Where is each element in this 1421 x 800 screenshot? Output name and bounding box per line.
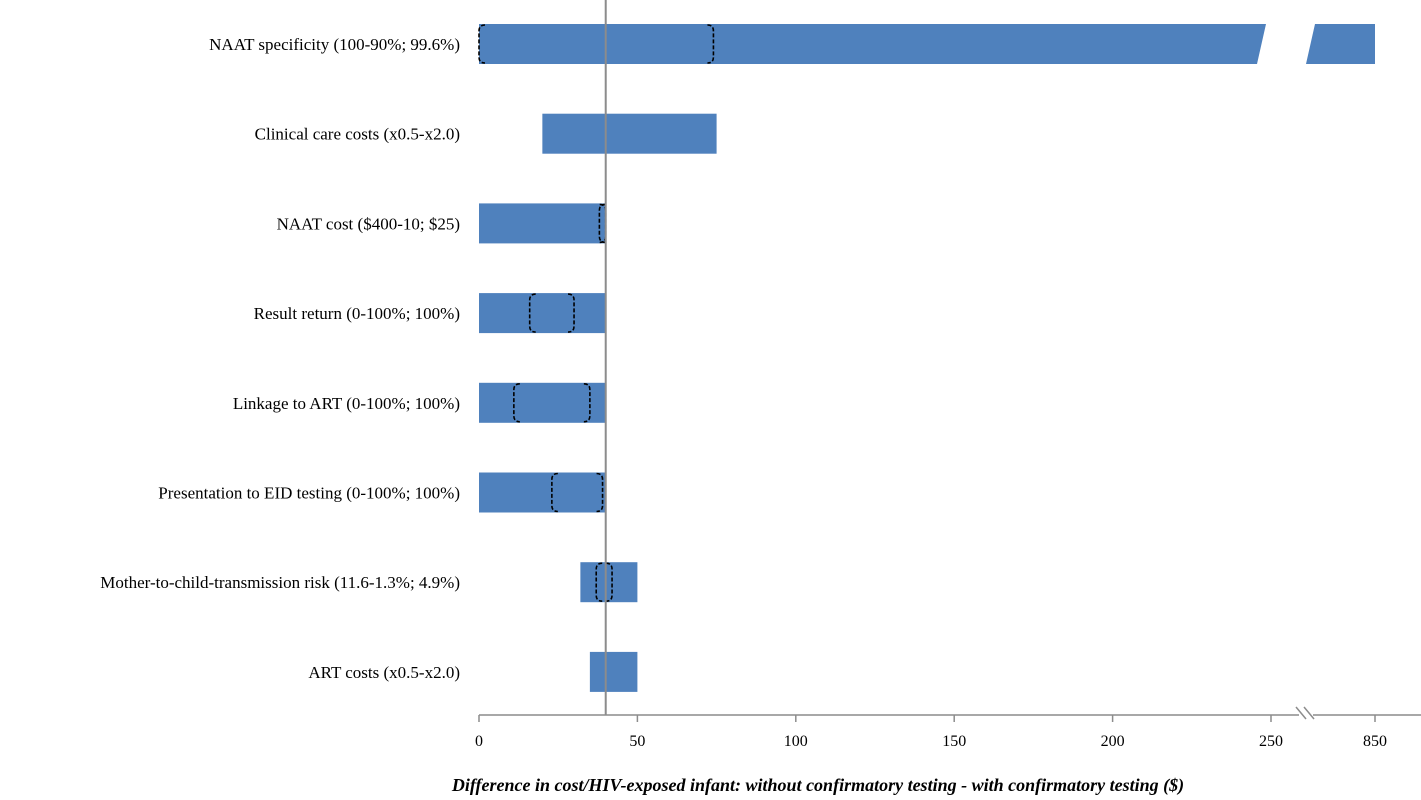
bar-mother-to-child-transmission-risk-11-6-1-3-4-9 xyxy=(580,562,638,603)
bracket-right-naat-specificity-100-90-99-6 xyxy=(707,24,715,64)
bracket-left-mother-to-child-transmission-risk-11-6-1-3-4-9 xyxy=(595,562,603,602)
category-label: Result return (0-100%; 100%) xyxy=(254,304,460,323)
category-label: Mother-to-child-transmission risk (11.6-… xyxy=(100,573,460,592)
x-axis-title: Difference in cost/HIV-exposed infant: w… xyxy=(451,775,1184,796)
category-label: Linkage to ART (0-100%; 100%) xyxy=(233,394,460,413)
category-label: NAAT specificity (100-90%; 99.6%) xyxy=(209,35,460,54)
x-tick-label: 100 xyxy=(784,733,808,750)
x-tick-label: 0 xyxy=(475,733,483,750)
bar-art-costs-x0-5-x2-0 xyxy=(589,651,638,692)
bar-naat-specificity-100-90-99-6-continued xyxy=(1306,24,1375,64)
bracket-left-presentation-to-eid-testing-0-100-100 xyxy=(551,472,558,513)
x-tick-label: 250 xyxy=(1259,733,1283,750)
bars-layer: NAAT specificity (100-90%; 99.6%) Clinica… xyxy=(100,24,1375,692)
bar-naat-cost-400-10-25 xyxy=(479,203,606,244)
x-axis: 0 50 100 150 200 250 850 xyxy=(475,0,1421,750)
x-tick-label: 200 xyxy=(1101,733,1125,750)
bracket-right-naat-cost-400-10-25 xyxy=(599,203,607,244)
bracket-right-presentation-to-eid-testing-0-100-100 xyxy=(596,472,604,513)
bar-naat-specificity-100-90-99-6 xyxy=(479,24,1266,64)
bracket-left-linkage-to-art-0-100-100 xyxy=(513,383,520,423)
x-tick-label: 50 xyxy=(629,733,645,750)
axis-break-mark xyxy=(1295,706,1315,720)
bracket-right-mother-to-child-transmission-risk-11-6-1-3-4-9 xyxy=(606,562,613,602)
bar-presentation-to-eid-testing-0-100-100 xyxy=(479,472,606,513)
bracket-left-result-return-0-100-100 xyxy=(528,293,536,333)
bar-linkage-to-art-0-100-100 xyxy=(479,382,606,423)
category-label: Clinical care costs (x0.5-x2.0) xyxy=(255,125,460,144)
bar-clinical-care-costs-x0-5-x2-0 xyxy=(542,113,717,154)
bracket-right-result-return-0-100-100 xyxy=(567,293,575,333)
category-label: Presentation to EID testing (0-100%; 100… xyxy=(158,484,460,503)
bracket-right-linkage-to-art-0-100-100 xyxy=(583,383,591,423)
x-tick-label: 150 xyxy=(942,733,966,750)
category-label: NAAT cost ($400-10; $25) xyxy=(277,214,460,233)
bracket-left-naat-specificity-100-90-99-6 xyxy=(478,24,486,64)
category-label: ART costs (x0.5-x2.0) xyxy=(308,663,460,682)
bar-result-return-0-100-100 xyxy=(479,293,606,334)
x-tick-label: 850 xyxy=(1363,733,1387,750)
